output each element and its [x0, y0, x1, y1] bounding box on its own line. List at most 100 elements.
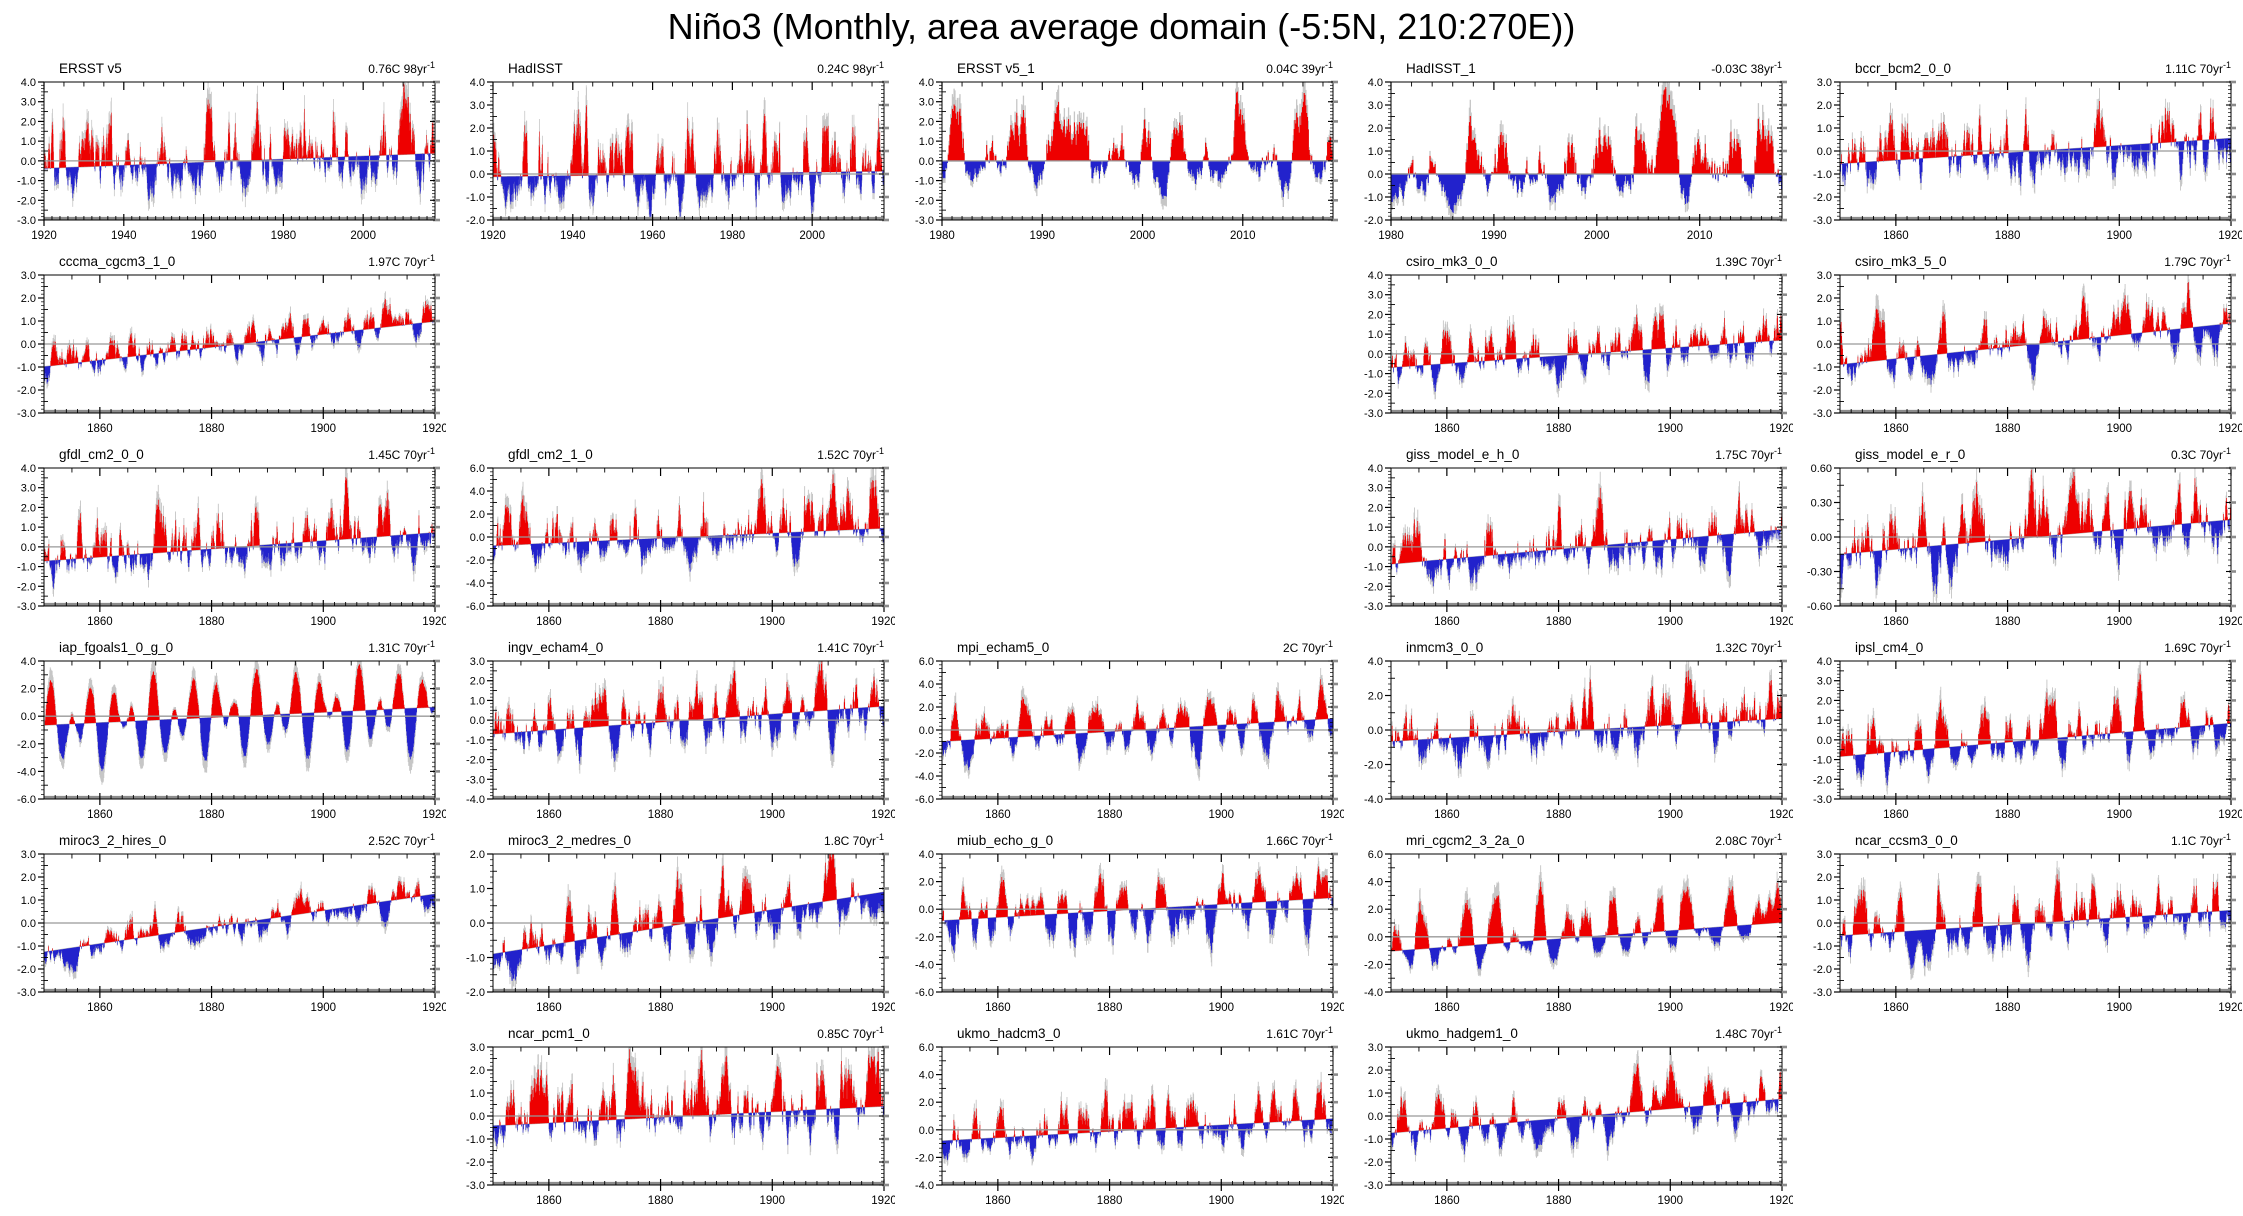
x-tick-label: 1980 — [271, 230, 297, 242]
y-tick-label: 0.0 — [21, 711, 36, 723]
y-tick-label: -2.0 — [915, 195, 934, 207]
y-tick-label: 0.0 — [1817, 339, 1832, 351]
y-tick-label: 2.0 — [1817, 695, 1832, 707]
x-tick-label: 1860 — [1434, 616, 1460, 628]
y-tick-label: -2.0 — [17, 964, 36, 976]
bars-positive — [947, 91, 1334, 162]
panel-title: gfdl_cm2_0_0 — [59, 447, 144, 462]
y-tick-label: 0.0 — [470, 1111, 485, 1123]
y-tick-label: -2.0 — [466, 555, 485, 567]
y-tick-label: -1.0 — [17, 176, 36, 188]
y-tick-label: 2.0 — [919, 877, 934, 889]
x-tick-label: 1860 — [1434, 1195, 1460, 1207]
panel-trend-value: 1.66C 70yr — [1266, 834, 1325, 848]
y-tick-label: 2.0 — [1368, 904, 1383, 916]
y-tick-label: -6.0 — [915, 794, 934, 806]
y-tick-label: -2.0 — [915, 1152, 934, 1164]
panel-title: gfdl_cm2_1_0 — [508, 447, 593, 462]
bars-shadow — [43, 468, 436, 597]
x-tick-label: 1880 — [648, 616, 674, 628]
x-tick-label: 1920 — [871, 1195, 895, 1207]
y-tick-label: -3.0 — [915, 215, 934, 227]
bars-positive — [48, 881, 421, 952]
x-tick-label: 1900 — [1658, 809, 1684, 821]
x-tick-label: 1920 — [422, 616, 446, 628]
y-tick-label: 0.0 — [470, 715, 485, 727]
x-tick-label: 1920 — [871, 1002, 895, 1014]
x-tick-label: 1980 — [1378, 230, 1404, 242]
bars-shadow — [43, 82, 436, 211]
y-tick-label: 3.0 — [470, 656, 485, 668]
panel-trend-exponent: -1 — [427, 253, 435, 263]
panel-trend-value: 1.97C 70yr — [368, 255, 427, 269]
bars-positive — [952, 1082, 1334, 1141]
x-tick-label: 1920 — [31, 230, 57, 242]
y-tick-label: 0.00 — [1811, 532, 1832, 544]
panel-trend-exponent: -1 — [2223, 446, 2231, 456]
y-tick-label: 3.0 — [1368, 290, 1383, 302]
y-tick-label: -4.0 — [1364, 987, 1383, 999]
panel-svg: 1980 1990 2000 2010 4.0 3.0 2.0 1.0 0.0 -1.0 -2.0 -… — [915, 60, 1338, 242]
panel-trend-exponent: -1 — [1774, 832, 1782, 842]
y-tick-label: 3.0 — [1817, 849, 1832, 861]
panel-trend-value: 0.24C 98yr — [817, 62, 876, 76]
bars-shadow — [1390, 471, 1783, 594]
panel-trend-value: 1.52C 70yr — [817, 448, 876, 462]
x-tick-label: 1860 — [1883, 809, 1909, 821]
y-tick-label: -6.0 — [915, 987, 934, 999]
panel-inmcm3_0_0: 1860 1880 1900 1920 4.0 2.0 0.0 -2.0 -4.0 inmcm3_… — [1351, 635, 1795, 827]
y-tick-label: -1.0 — [17, 362, 36, 374]
bars-positive — [499, 1049, 883, 1126]
x-tick-label: 1920 — [2218, 230, 2242, 242]
x-tick-label: 1900 — [760, 616, 786, 628]
x-tick-label: 1900 — [2107, 809, 2133, 821]
panel-svg: 1860 1880 1900 1920 4.0 3.0 2.0 1.0 0.0 -1.0 -2.0 -… — [17, 446, 448, 628]
bars-negative — [1853, 723, 2232, 786]
panel-trend-value: 1.41C 70yr — [817, 641, 876, 655]
panel-ncar_ccsm3_0_0: 1860 1880 1900 1920 3.0 2.0 1.0 0.0 -1.0 -2.0 -3.0… — [1800, 828, 2243, 1020]
x-tick-label: 2010 — [1687, 230, 1713, 242]
y-tick-label: -2.0 — [17, 581, 36, 593]
panel-trend-exponent: -1 — [427, 446, 435, 456]
x-tick-label: 1860 — [1883, 423, 1909, 435]
panel-trend: 1.45C 70yr-1 — [368, 446, 435, 462]
panel-title: ukmo_hadcm3_0 — [957, 1026, 1061, 1041]
panel-title: giss_model_e_h_0 — [1406, 447, 1519, 462]
y-tick-label: 1.0 — [21, 522, 36, 534]
panel-title: mri_cgcm2_3_2a_0 — [1406, 833, 1525, 848]
y-tick-label: 0.0 — [919, 904, 934, 916]
panel-ipsl_cm4_0: 1860 1880 1900 1920 4.0 3.0 2.0 1.0 0.0 -1.0 -2.0 -… — [1800, 635, 2243, 827]
y-tick-label: -6.0 — [17, 794, 36, 806]
y-tick-label: 6.0 — [919, 1042, 934, 1054]
x-tick-label: 1960 — [191, 230, 217, 242]
panel-trend: 1.8C 70yr-1 — [824, 832, 884, 848]
x-tick-label: 1860 — [536, 616, 562, 628]
panel-ukmo_hadgem1_0: 1860 1880 1900 1920 3.0 2.0 1.0 0.0 -1.0 -2.0 -3.0… — [1351, 1021, 1795, 1213]
y-tick-label: 2.0 — [1368, 691, 1383, 703]
panel-mpi_echam5_0: 1860 1880 1900 1920 6.0 4.0 2.0 0.0 -2.0 -4.0 -6.0… — [902, 635, 1346, 827]
bars-negative — [1843, 323, 2232, 385]
panel-trend: 1.75C 70yr-1 — [1715, 446, 1782, 462]
panel-trend-exponent: -1 — [1325, 832, 1333, 842]
y-tick-label: 0.0 — [1368, 932, 1383, 944]
x-tick-label: 1920 — [2218, 809, 2242, 821]
y-tick-label: 2.0 — [1368, 309, 1383, 321]
panel-title: ncar_pcm1_0 — [508, 1026, 590, 1041]
bars-negative — [1840, 910, 2231, 970]
x-tick-label: 1860 — [536, 1002, 562, 1014]
y-tick-label: -2.0 — [1813, 385, 1832, 397]
panel-ncar_pcm1_0: 1860 1880 1900 1920 3.0 2.0 1.0 0.0 -1.0 -2.0 -3.0… — [453, 1021, 897, 1213]
y-tick-label: 1.0 — [21, 136, 36, 148]
y-tick-label: 1.0 — [1368, 1088, 1383, 1100]
panel-svg: 1920 1940 1960 1980 2000 4.0 3.0 2.0 1.0 0.0 -1.0 -… — [466, 60, 889, 242]
bars-shadow — [1390, 1050, 1783, 1163]
y-tick-label: 2.0 — [470, 849, 485, 861]
panel-trend: 2.52C 70yr-1 — [368, 832, 435, 848]
x-tick-label: 1920 — [2218, 423, 2242, 435]
panel-trend-value: 1.75C 70yr — [1715, 448, 1774, 462]
x-tick-label: 2000 — [799, 230, 825, 242]
panel-trend: 1.97C 70yr-1 — [368, 253, 435, 269]
y-tick-label: 0.0 — [919, 156, 934, 168]
y-tick-label: 6.0 — [1368, 849, 1383, 861]
y-tick-label: 3.0 — [1368, 483, 1383, 495]
